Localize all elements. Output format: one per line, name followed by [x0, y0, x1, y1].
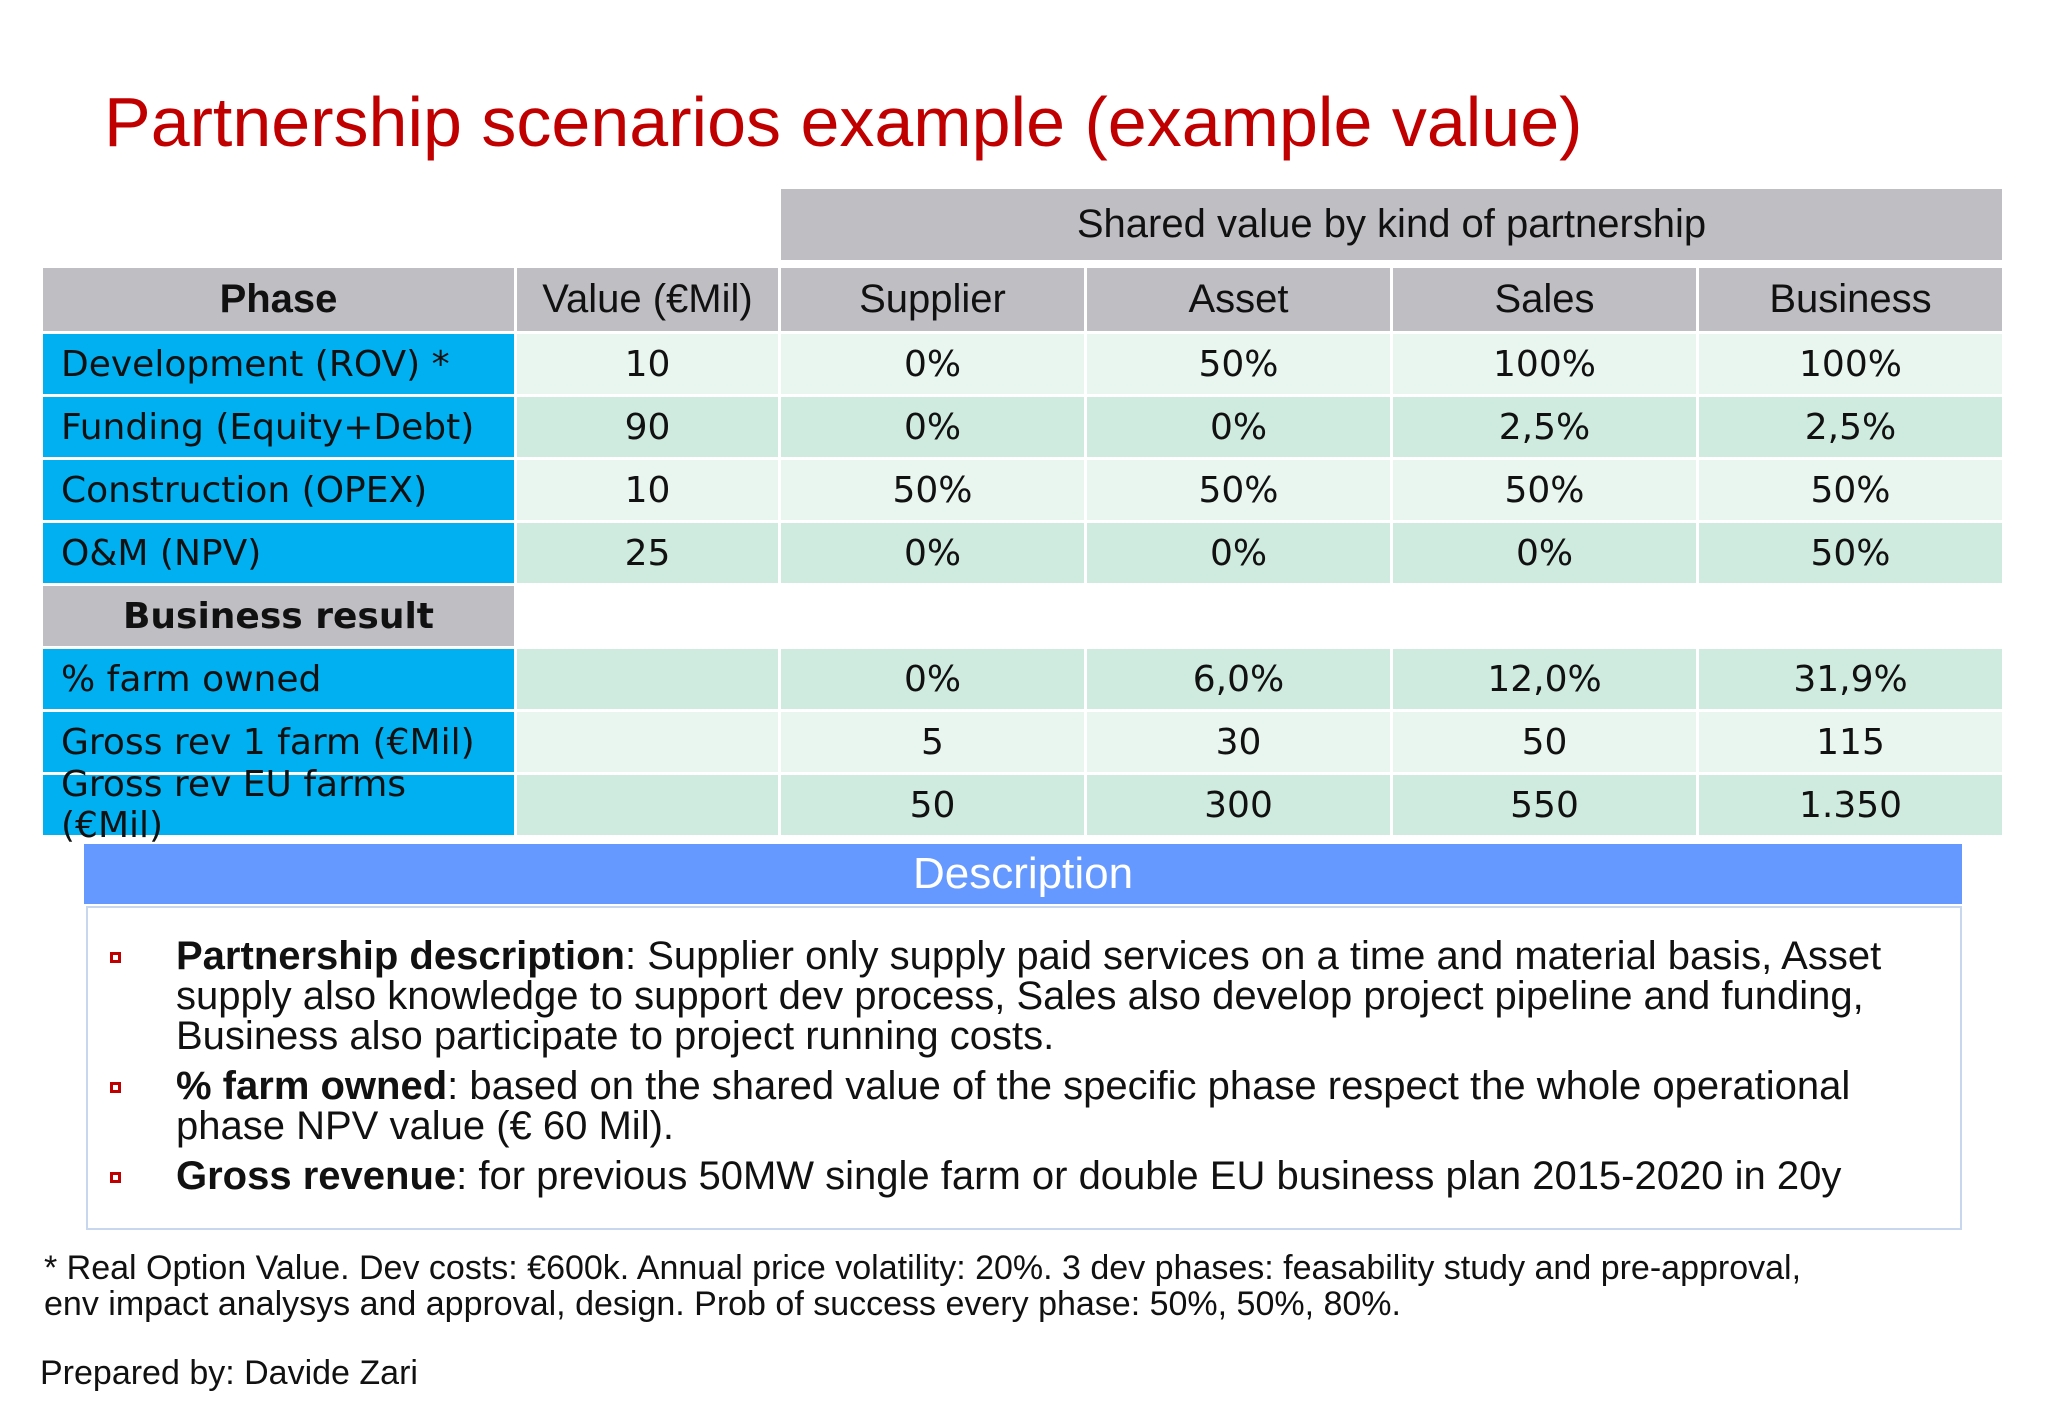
table-cell: 10	[517, 460, 778, 520]
slide-title: Partnership scenarios example (example v…	[104, 83, 1583, 161]
table-cell: 25	[517, 523, 778, 583]
table-cell: 300	[1087, 775, 1390, 835]
table-cell: 50	[781, 775, 1084, 835]
column-header: Sales	[1393, 268, 1696, 331]
table-cell: 0%	[1087, 397, 1390, 457]
prepared-by: Prepared by: Davide Zari	[40, 1354, 418, 1392]
table-cell: 0%	[781, 334, 1084, 394]
bullet-item: Partnership description: Supplier only s…	[88, 936, 1920, 1056]
empty-cell	[517, 712, 778, 772]
description-box: Partnership description: Supplier only s…	[86, 906, 1962, 1230]
table-cell: 0%	[781, 523, 1084, 583]
column-header: Business	[1699, 268, 2002, 331]
table-cell: 550	[1393, 775, 1696, 835]
bullet-term: Gross revenue	[176, 1154, 457, 1198]
footnote: * Real Option Value. Dev costs: €600k. A…	[44, 1249, 1802, 1323]
row-label: O&M (NPV)	[43, 523, 514, 583]
table-cell: 0%	[781, 397, 1084, 457]
table-cell: 1.350	[1699, 775, 2002, 835]
table-cell: 2,5%	[1699, 397, 2002, 457]
bullet-text: : for previous 50MW single farm or doubl…	[456, 1154, 1842, 1198]
column-header: Value (€Mil)	[517, 268, 778, 331]
row-label: % farm owned	[43, 649, 514, 709]
row-label: Construction (OPEX)	[43, 460, 514, 520]
column-header: Asset	[1087, 268, 1390, 331]
row-label: Funding (Equity+Debt)	[43, 397, 514, 457]
table-cell: 31,9%	[1699, 649, 2002, 709]
table-cell: 50%	[1699, 523, 2002, 583]
table-cell: 5	[781, 712, 1084, 772]
table-cell: 0%	[1087, 523, 1390, 583]
table-cell: 50%	[1087, 460, 1390, 520]
row-label: Gross rev EU farms (€Mil)	[43, 764, 514, 846]
row-label: Gross rev 1 farm (€Mil)	[43, 712, 514, 772]
bullet-item: Gross revenue: for previous 50MW single …	[88, 1156, 1920, 1196]
bullet-term: % farm owned	[176, 1064, 448, 1108]
empty-cell	[517, 649, 778, 709]
empty-cell	[517, 775, 778, 835]
description-title: Description	[84, 844, 1962, 904]
row-label: Development (ROV) *	[43, 334, 514, 394]
bullet-text: : based on the shared value of the speci…	[176, 1064, 1851, 1148]
table-cell: 115	[1699, 712, 2002, 772]
table-cell: 90	[517, 397, 778, 457]
bullet-text: : Supplier only supply paid services on …	[176, 934, 1882, 1058]
section-header: Business result	[43, 586, 514, 646]
column-header: Supplier	[781, 268, 1084, 331]
table-cell: 100%	[1699, 334, 2002, 394]
table-cell: 50%	[781, 460, 1084, 520]
table-cell: 50%	[1699, 460, 2002, 520]
table-cell: 12,0%	[1393, 649, 1696, 709]
group-header: Shared value by kind of partnership	[781, 189, 2002, 260]
table-cell: 50%	[1393, 460, 1696, 520]
table-cell: 10	[517, 334, 778, 394]
table-cell: 50	[1393, 712, 1696, 772]
column-header: Phase	[43, 268, 514, 331]
bullet-item: % farm owned: based on the shared value …	[88, 1066, 1920, 1146]
table-cell: 30	[1087, 712, 1390, 772]
table-cell: 100%	[1393, 334, 1696, 394]
table-cell: 6,0%	[1087, 649, 1390, 709]
table-cell: 0%	[781, 649, 1084, 709]
table-cell: 0%	[1393, 523, 1696, 583]
bullet-term: Partnership description	[176, 934, 625, 978]
table-cell: 2,5%	[1393, 397, 1696, 457]
table-cell: 50%	[1087, 334, 1390, 394]
